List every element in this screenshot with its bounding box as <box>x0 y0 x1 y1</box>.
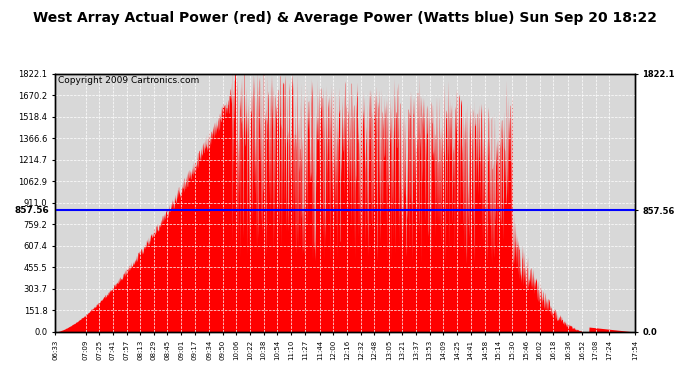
Text: Copyright 2009 Cartronics.com: Copyright 2009 Cartronics.com <box>58 76 199 86</box>
Text: 857.56: 857.56 <box>14 206 49 215</box>
Text: West Array Actual Power (red) & Average Power (Watts blue) Sun Sep 20 18:22: West Array Actual Power (red) & Average … <box>33 11 657 25</box>
